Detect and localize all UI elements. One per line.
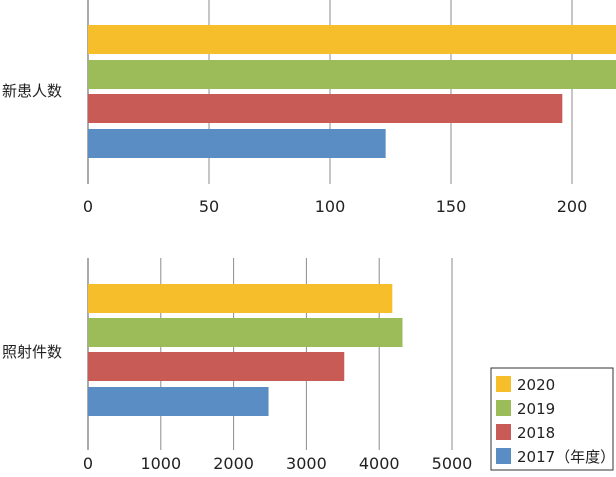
legend-swatch-2	[496, 424, 511, 440]
tick-label-1-0: 0	[83, 454, 93, 473]
tick-label-0-2: 100	[315, 197, 346, 216]
bar-0-2020	[88, 25, 616, 54]
bar-0-2019	[88, 60, 616, 89]
tick-label-1-4: 4000	[359, 454, 400, 473]
category-label-0: 新患人数	[2, 82, 62, 100]
tick-label-0-1: 50	[199, 197, 219, 216]
bar-1-2018	[88, 352, 345, 381]
bar-0-2017	[88, 129, 386, 158]
legend-label-0: 2020	[517, 376, 555, 394]
legend-label-1: 2019	[517, 400, 555, 418]
category-label-1: 照射件数	[2, 343, 62, 361]
tick-label-0-0: 0	[83, 197, 93, 216]
tick-label-1-5: 5000	[432, 454, 473, 473]
tick-label-1-3: 3000	[286, 454, 327, 473]
bar-1-2020	[88, 284, 393, 313]
tick-label-1-2: 2000	[213, 454, 254, 473]
legend-label-2: 2018	[517, 424, 555, 442]
tick-label-0-3: 150	[436, 197, 467, 216]
legend-swatch-0	[496, 376, 511, 392]
legend-swatch-3	[496, 448, 511, 464]
legend-swatch-1	[496, 400, 511, 416]
legend-label-3: 2017（年度）	[517, 448, 615, 466]
bar-0-2018	[88, 94, 563, 123]
bar-1-2019	[88, 318, 403, 347]
tick-label-1-1: 1000	[140, 454, 181, 473]
bar-1-2017	[88, 387, 269, 416]
legend-box	[490, 367, 614, 471]
tick-label-0-4: 200	[557, 197, 588, 216]
